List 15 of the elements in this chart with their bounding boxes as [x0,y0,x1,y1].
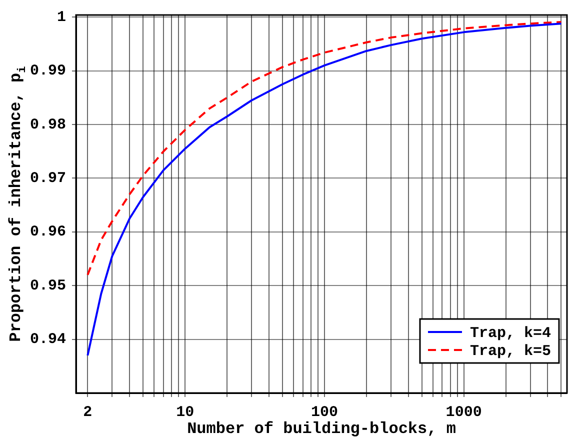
x-tick-label: 10 [176,404,194,421]
y-tick-label: 0.94 [30,331,66,348]
y-tick-label: 0.98 [30,116,66,134]
x-tick-label: 2 [83,404,92,421]
y-tick-label: 0.95 [30,277,66,294]
y-axis-title: Proportion of inheritance, pi [7,66,29,342]
y-tick-label: 0.96 [30,224,66,241]
legend-label: Trap, k=4 [470,324,551,342]
y-tick-label: 0.97 [30,170,66,188]
y-tick-label: 1 [56,8,66,26]
legend-label: Trap, k=5 [470,342,551,360]
y-tick-label: 0.99 [30,62,66,80]
x-tick-label: 100 [310,404,338,421]
x-tick-label: 1000 [446,404,482,421]
x-axis-title: Number of building-blocks, m [187,420,456,437]
